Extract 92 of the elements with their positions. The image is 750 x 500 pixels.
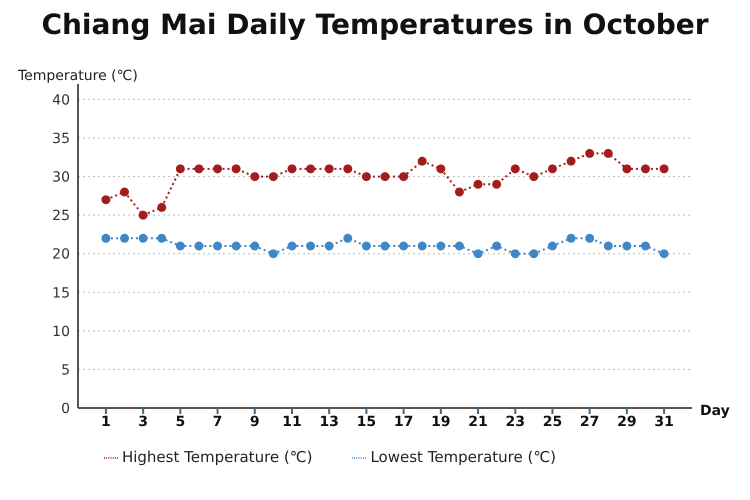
x-tick-label: 31 <box>654 414 674 430</box>
point <box>250 242 260 250</box>
x-tick-label: 7 <box>212 414 222 430</box>
y-tick-label: 15 <box>52 285 70 302</box>
point <box>399 172 408 182</box>
point <box>622 242 632 250</box>
y-tick-label: 20 <box>52 246 70 263</box>
x-tick-label: 17 <box>394 414 414 430</box>
point <box>306 164 316 174</box>
point <box>380 172 390 182</box>
point <box>510 164 520 174</box>
point <box>529 249 538 258</box>
point <box>232 164 241 174</box>
point <box>604 242 613 250</box>
point <box>176 164 185 174</box>
point <box>640 164 650 174</box>
point <box>566 156 576 166</box>
y-tick-label: 0 <box>61 400 70 417</box>
x-axis-title: Day <box>700 402 730 419</box>
point <box>306 242 316 250</box>
point <box>268 172 278 182</box>
point <box>324 164 334 174</box>
x-tick-label: 9 <box>250 414 260 430</box>
point <box>287 242 296 250</box>
point <box>510 249 520 258</box>
point <box>622 164 632 174</box>
point <box>343 234 352 243</box>
point <box>585 234 594 243</box>
x-tick-label: 29 <box>617 414 637 430</box>
point <box>492 242 502 250</box>
x-tick-label: 21 <box>468 414 488 430</box>
point <box>436 164 446 174</box>
x-tick-label: 3 <box>138 414 148 430</box>
point <box>362 242 371 250</box>
x-tick-label: 1 <box>101 414 111 430</box>
point <box>157 234 166 243</box>
point <box>157 202 166 212</box>
x-tick-label: 5 <box>175 414 186 430</box>
point <box>418 156 427 166</box>
chart-title: Chiang Mai Daily Temperatures in October <box>40 8 710 43</box>
legend-label: Highest Temperature (℃) <box>122 448 312 466</box>
point <box>194 164 204 174</box>
point <box>213 164 222 174</box>
x-tick-label: 11 <box>282 414 302 430</box>
x-tick-label: 27 <box>580 414 600 430</box>
y-tick-label: 30 <box>52 170 70 186</box>
point <box>640 242 650 250</box>
point <box>454 188 464 196</box>
point <box>660 164 669 174</box>
x-tick-label: 19 <box>431 414 451 430</box>
point <box>492 180 502 189</box>
point <box>548 242 557 250</box>
y-tick-label: 35 <box>52 130 70 147</box>
point <box>380 242 390 250</box>
point <box>250 172 260 182</box>
point <box>660 249 669 258</box>
point <box>343 164 352 174</box>
point <box>454 242 464 250</box>
x-tick-label: 13 <box>319 414 339 430</box>
point <box>324 242 334 250</box>
point <box>548 164 557 174</box>
point <box>604 148 613 158</box>
point <box>436 242 446 250</box>
point <box>529 172 538 182</box>
x-tick-label: 25 <box>542 414 562 430</box>
point <box>232 242 241 250</box>
point <box>138 234 148 243</box>
point <box>474 180 483 189</box>
point <box>418 242 427 250</box>
point <box>120 234 130 243</box>
point <box>585 148 594 158</box>
y-tick-label: 10 <box>52 324 70 340</box>
y-tick-label: 5 <box>61 362 70 378</box>
point <box>474 249 483 258</box>
y-tick-label: 25 <box>52 208 70 224</box>
point <box>194 242 204 250</box>
point <box>287 164 296 174</box>
point <box>176 242 185 250</box>
point <box>566 234 576 243</box>
point <box>362 172 371 182</box>
x-tick-label: 23 <box>506 414 525 430</box>
point <box>213 242 222 250</box>
point <box>101 234 110 243</box>
y-axis-title: Temperature (℃) <box>18 68 138 84</box>
point <box>268 249 278 258</box>
point <box>138 210 148 220</box>
point <box>120 188 130 196</box>
x-tick-label: 15 <box>356 414 376 430</box>
legend-label: Lowest Temperature (℃) <box>370 448 556 466</box>
point <box>399 242 408 250</box>
y-tick-label: 40 <box>52 92 70 108</box>
point <box>101 195 110 204</box>
